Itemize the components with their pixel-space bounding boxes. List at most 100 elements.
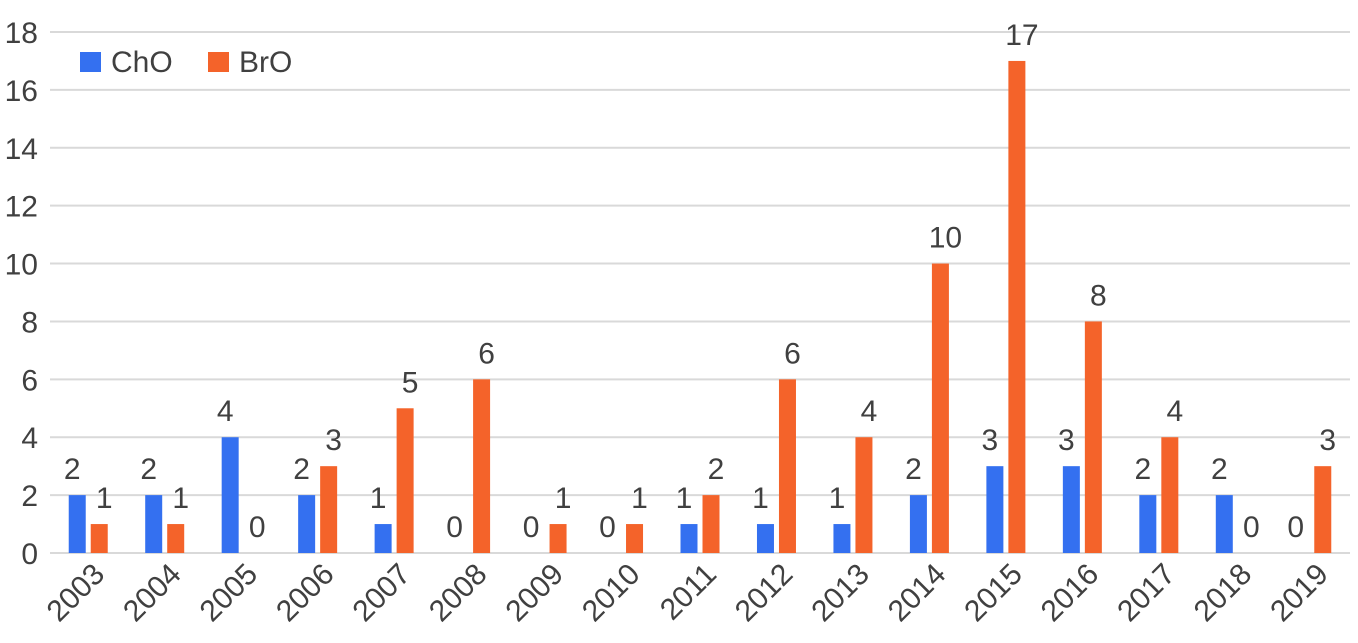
data-label-cho-2011: 1 [676,482,693,515]
data-label-cho-2009: 0 [523,511,540,544]
data-label-cho-2008: 0 [446,511,463,544]
data-label-bro-2018: 0 [1243,511,1260,544]
bar-bro-2017 [1161,437,1179,553]
data-label-bro-2013: 4 [861,395,878,428]
bar-cho-2004 [145,495,163,553]
legend: ChO BrO [80,46,292,79]
bar-bro-2009 [549,524,567,553]
data-label-cho-2017: 2 [1134,453,1151,486]
data-label-bro-2019: 3 [1319,424,1336,457]
x-tick-label: 2018 [1188,558,1259,629]
data-label-bro-2009: 1 [555,482,572,515]
bar-cho-2006 [298,495,316,553]
data-label-cho-2012: 1 [752,482,769,515]
bar-bro-2015 [1008,60,1026,553]
data-label-cho-2005: 4 [217,395,234,428]
data-label-cho-2019: 0 [1287,511,1304,544]
bar-cho-2003 [68,495,86,553]
bar-bro-2012 [778,379,796,553]
bar-cho-2013 [833,524,851,553]
data-label-bro-2012: 6 [784,337,801,370]
x-tick-label: 2011 [654,558,723,627]
data-label-bro-2016: 8 [1090,279,1107,312]
y-tick-label: 6 [21,364,38,397]
x-tick-label: 2010 [576,558,647,629]
x-tick-label: 2007 [347,558,418,629]
bar-cho-2012 [756,524,774,553]
x-tick-label: 2012 [729,558,800,629]
x-tick-label: 2017 [1111,558,1182,629]
y-tick-label: 18 [5,17,38,50]
bar-cho-2018 [1215,495,1233,553]
bar-bro-2007 [396,408,414,553]
x-tick-label: 2016 [1035,558,1106,629]
data-label-cho-2007: 1 [370,482,387,515]
bar-bro-2004 [167,524,185,553]
x-tick-label: 2015 [958,558,1029,629]
x-tick-label: 2019 [1264,558,1335,629]
bar-cho-2007 [374,524,392,553]
data-label-bro-2011: 2 [708,453,725,486]
data-label-bro-2015: 17 [1005,19,1038,52]
data-label-bro-2008: 6 [478,337,495,370]
data-label-bro-2005: 0 [249,511,266,544]
y-tick-label: 8 [21,306,38,339]
data-label-cho-2015: 3 [982,424,999,457]
data-label-bro-2006: 3 [325,424,342,457]
bar-bro-2019 [1314,466,1332,553]
legend-swatch-bro [208,52,229,72]
x-axis-tick-labels: 2003 2004 2005 2006 2007 2008 2009 2010 2011 2012… [41,558,1335,629]
bar-bro-2013 [855,437,873,553]
bar-cho-2005 [221,437,239,553]
x-tick-label: 2006 [270,558,341,629]
data-label-bro-2003: 1 [96,482,113,515]
y-tick-label: 2 [21,480,38,513]
bar-cho-2014 [909,495,927,553]
data-label-bro-2014: 10 [929,222,962,255]
bar-bro-2011 [702,495,720,553]
bar-bro-2003 [90,524,108,553]
data-label-cho-2003: 2 [64,453,81,486]
bars [68,60,1332,553]
bar-bro-2010 [626,524,644,553]
data-label-cho-2013: 1 [829,482,846,515]
bar-cho-2011 [680,524,698,553]
bar-cho-2016 [1062,466,1080,553]
bar-bro-2006 [320,466,338,553]
y-tick-label: 10 [5,249,38,282]
data-label-bro-2017: 4 [1166,395,1183,428]
bar-bro-2008 [473,379,491,553]
x-tick-label: 2004 [117,558,188,629]
x-tick-label: 2008 [423,558,494,629]
x-tick-label: 2014 [882,558,953,629]
y-tick-label: 0 [21,538,38,571]
data-label-cho-2018: 2 [1211,453,1228,486]
data-label-cho-2006: 2 [293,453,310,486]
bar-cho-2015 [986,466,1004,553]
data-label-bro-2004: 1 [172,482,189,515]
bar-bro-2016 [1084,321,1102,553]
y-tick-label: 4 [21,422,38,455]
legend-swatch-cho [80,52,101,72]
bar-bro-2014 [931,263,949,553]
gridlines [50,31,1350,554]
y-tick-label: 16 [5,75,38,108]
y-tick-label: 14 [5,133,38,166]
data-label-bro-2007: 5 [402,366,419,399]
y-tick-label: 12 [5,191,38,224]
x-tick-label: 2009 [499,558,570,629]
x-tick-label: 2005 [194,558,265,629]
data-label-cho-2004: 2 [140,453,157,486]
y-axis-tick-labels: 0 2 4 6 8 10 12 14 16 18 [5,17,38,571]
x-tick-label: 2013 [805,558,876,629]
data-label-bro-2010: 1 [631,482,648,515]
data-label-cho-2016: 3 [1058,424,1075,457]
legend-label-cho: ChO [111,46,173,79]
data-label-cho-2014: 2 [905,453,922,486]
x-tick-label: 2003 [41,558,112,629]
data-label-cho-2010: 0 [599,511,616,544]
bar-cho-2017 [1139,495,1157,553]
legend-label-bro: BrO [239,46,292,79]
